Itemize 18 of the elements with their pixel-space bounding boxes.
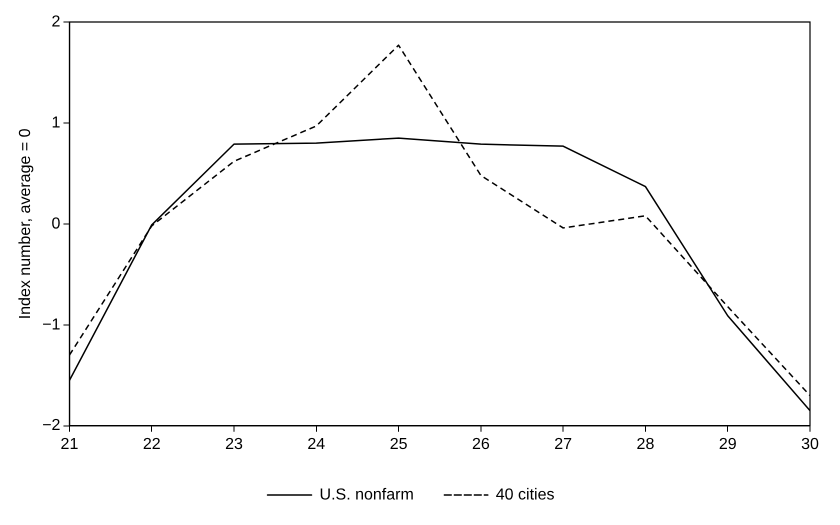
y-tick-label: 0 <box>52 215 61 232</box>
y-tick-label: 1 <box>52 114 61 132</box>
x-tick-label: 27 <box>554 436 572 453</box>
x-tick-label: 28 <box>636 436 654 453</box>
legend-label: U.S. nonfarm <box>320 486 414 504</box>
x-tick-label: 29 <box>718 436 737 453</box>
x-tick-label: 24 <box>307 436 326 453</box>
x-tick-label: 21 <box>60 436 78 453</box>
x-tick-label: 30 <box>801 436 819 453</box>
y-tick-label: −1 <box>42 316 61 334</box>
y-axis-title: Index number, average = 0 <box>17 128 34 320</box>
x-tick-label: 22 <box>142 436 161 453</box>
y-tick-label: −2 <box>42 417 61 434</box>
x-tick-label: 25 <box>390 436 408 453</box>
x-tick-label: 23 <box>225 436 244 453</box>
legend-label: 40 cities <box>496 486 554 504</box>
y-tick-label: 2 <box>52 13 61 30</box>
x-tick-label: 26 <box>472 436 490 453</box>
